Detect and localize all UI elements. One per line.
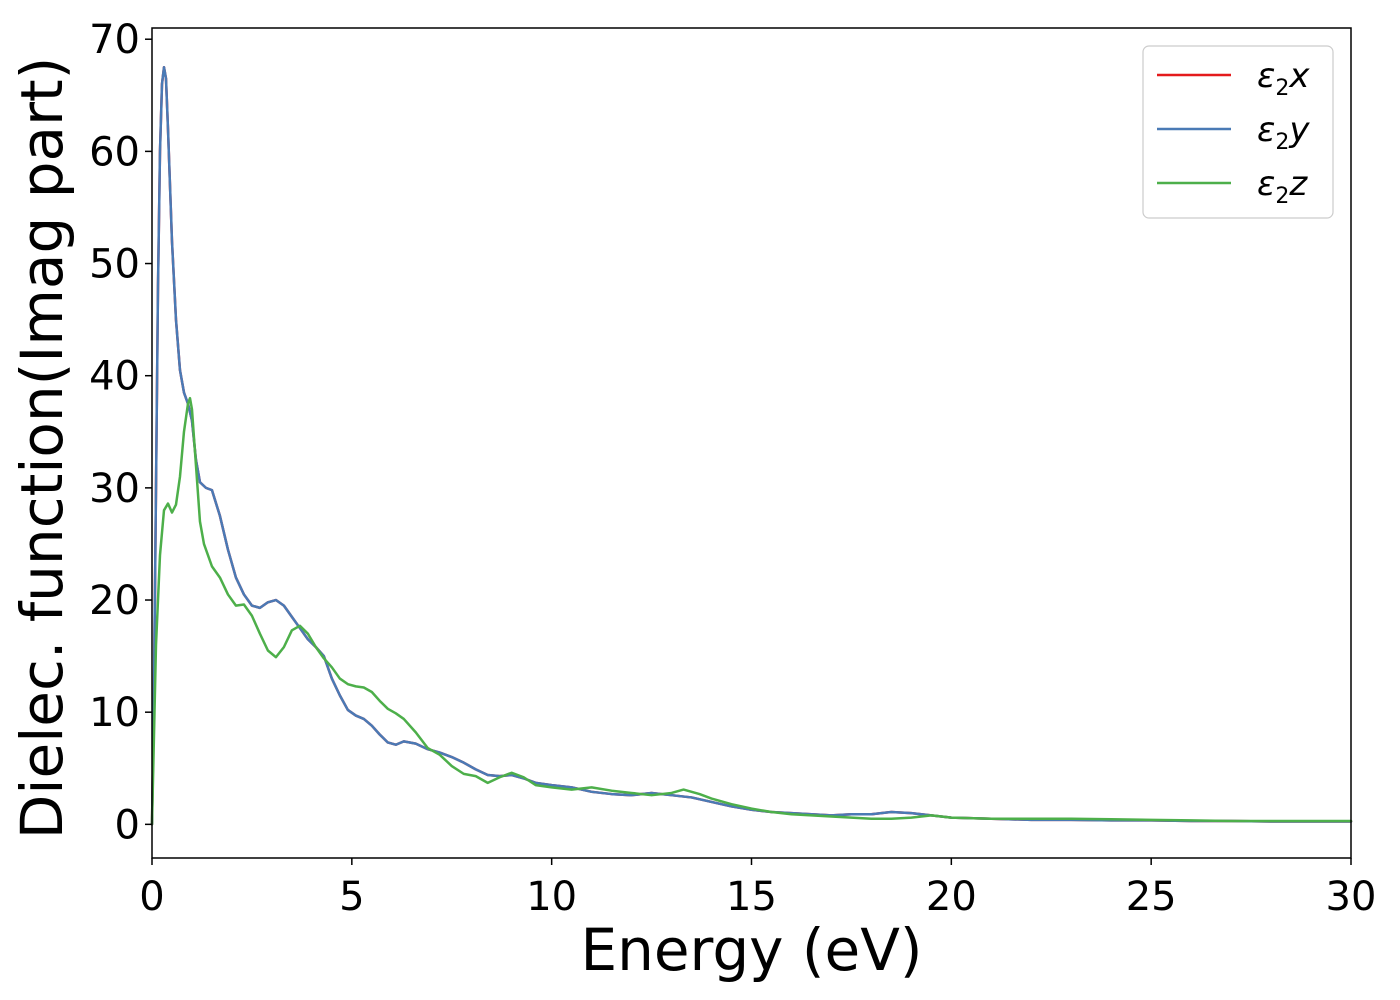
y-tick-label: 30: [89, 466, 140, 512]
x-tick-label: 5: [339, 874, 364, 920]
x-tick-label: 10: [526, 874, 577, 920]
x-axis-ticks: 0 5 10 15 20 25 30: [139, 858, 1376, 920]
legend-label-y: ε2y: [1257, 110, 1310, 155]
y-tick-label: 50: [89, 242, 140, 288]
y-tick-label: 70: [89, 17, 140, 63]
x-tick-label: 0: [139, 874, 164, 920]
y-tick-label: 10: [89, 690, 140, 736]
legend-label-x: ε2x: [1257, 56, 1310, 101]
x-axis-title: Energy (eV): [580, 916, 922, 984]
y-tick-label: 60: [89, 129, 140, 175]
legend-box: [1142, 45, 1334, 219]
x-tick-label: 25: [1126, 874, 1177, 920]
series-line-z: [150, 396, 1353, 826]
y-tick-label: 20: [89, 578, 140, 624]
legend-label-z: ε2z: [1257, 164, 1308, 209]
x-tick-label: 30: [1326, 874, 1377, 920]
plot-lines: [150, 66, 1353, 826]
y-tick-label: 40: [89, 354, 140, 400]
x-tick-label: 15: [726, 874, 777, 920]
y-axis-title: Dielec. function(Imag part): [8, 57, 76, 840]
y-tick-label: 0: [115, 802, 140, 848]
x-tick-label: 20: [926, 874, 977, 920]
y-axis-ticks: 0 10 20 30 40 50 60 70: [89, 17, 152, 848]
legend: ε2x ε2y ε2z: [1142, 45, 1334, 219]
